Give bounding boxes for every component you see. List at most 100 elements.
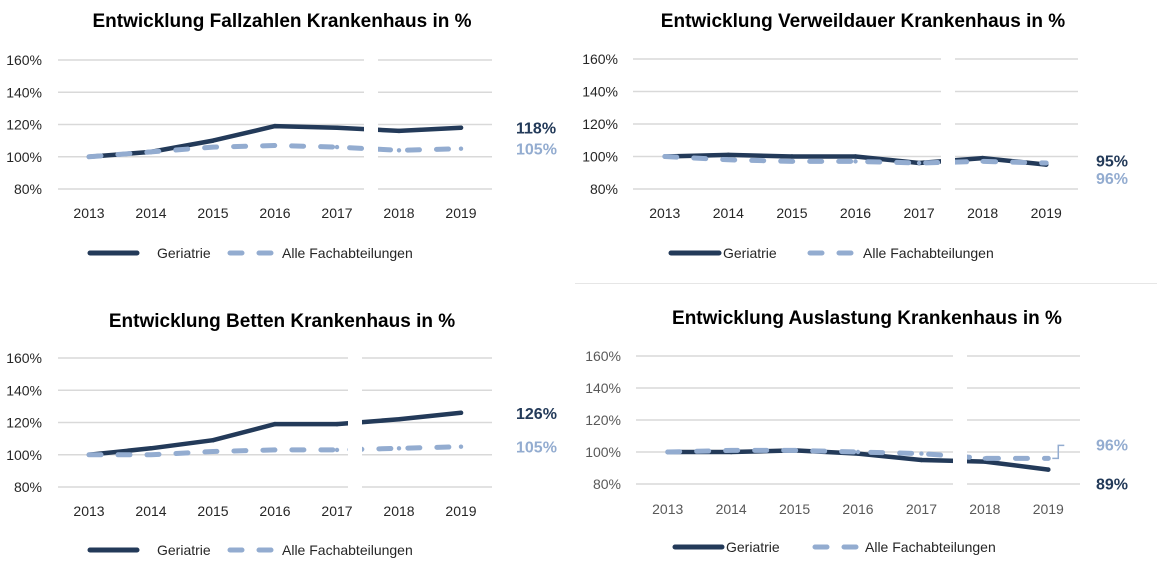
end-label-geriatrie: 126% bbox=[516, 406, 557, 423]
y-tick-label: 80% bbox=[590, 181, 618, 197]
chart-svg: Entwicklung Fallzahlen Krankenhaus in % 8… bbox=[6, 11, 557, 261]
data-point-alle-fachabteilungen bbox=[458, 146, 464, 151]
data-point-geriatrie bbox=[458, 410, 464, 416]
plot-break bbox=[953, 352, 967, 488]
data-point-alle-fachabteilungen bbox=[396, 148, 402, 153]
data-point-alle-fachabteilungen bbox=[665, 449, 670, 455]
legend: Geriatrie Alle Fachabteilungen bbox=[87, 542, 413, 558]
y-tick-label: 100% bbox=[6, 447, 42, 463]
data-point-alle-fachabteilungen bbox=[210, 144, 216, 150]
chart-fallzahlen: Entwicklung Fallzahlen Krankenhaus in % 8… bbox=[0, 0, 575, 285]
x-tick-label: 2019 bbox=[445, 503, 476, 519]
x-tick-label: 2013 bbox=[652, 501, 683, 517]
data-point-geriatrie bbox=[210, 138, 216, 143]
y-tick-label: 80% bbox=[14, 479, 42, 495]
x-tick-label: 2013 bbox=[73, 205, 104, 221]
y-tick-label: 160% bbox=[6, 52, 42, 68]
plot-break bbox=[348, 354, 362, 491]
x-tick-label: 2015 bbox=[197, 503, 228, 519]
data-point-alle-fachabteilungen bbox=[789, 159, 795, 164]
plot-break bbox=[364, 56, 378, 193]
x-tick-label: 2016 bbox=[259, 205, 290, 221]
x-tick-label: 2017 bbox=[321, 503, 352, 519]
chart-betten: Entwicklung Betten Krankenhaus in % 80% 10… bbox=[0, 285, 575, 575]
y-tick-label: 120% bbox=[585, 412, 621, 428]
y-tick-label: 120% bbox=[6, 117, 42, 133]
chart-svg: Entwicklung Betten Krankenhaus in % 80% 10… bbox=[6, 311, 557, 558]
chart-title: Entwicklung Betten Krankenhaus in % bbox=[109, 311, 455, 332]
data-point-alle-fachabteilungen bbox=[662, 154, 667, 159]
data-point-geriatrie bbox=[726, 152, 731, 158]
y-tick-label: 140% bbox=[582, 84, 618, 100]
leader-line bbox=[1052, 444, 1065, 460]
x-tick-label: 2018 bbox=[967, 205, 998, 221]
data-point-alle-fachabteilungen bbox=[1046, 456, 1051, 461]
legend: Geriatrie Alle Fachabteilungen bbox=[87, 245, 413, 261]
data-point-alle-fachabteilungen bbox=[980, 159, 985, 164]
data-point-geriatrie bbox=[1046, 467, 1051, 472]
x-tick-label: 2015 bbox=[776, 205, 807, 221]
data-point-alle-fachabteilungen bbox=[210, 449, 216, 454]
legend-label-alle-fachabteilungen: Alle Fachabteilungen bbox=[282, 245, 413, 261]
y-tick-label: 140% bbox=[6, 84, 42, 100]
data-point-geriatrie bbox=[396, 128, 402, 134]
y-tick-label: 100% bbox=[6, 149, 42, 165]
data-point-alle-fachabteilungen bbox=[148, 149, 154, 155]
data-point-alle-fachabteilungen bbox=[396, 446, 402, 451]
y-tick-label: 160% bbox=[585, 348, 621, 364]
chart-svg: Entwicklung Verweildauer Krankenhaus in … bbox=[582, 11, 1128, 261]
data-point-geriatrie bbox=[210, 438, 216, 443]
legend-label-alle-fachabteilungen: Alle Fachabteilungen bbox=[865, 539, 996, 555]
data-point-alle-fachabteilungen bbox=[334, 447, 340, 453]
x-tick-label: 2014 bbox=[135, 503, 166, 519]
plot-break bbox=[941, 55, 955, 193]
data-point-geriatrie bbox=[334, 421, 340, 427]
data-point-alle-fachabteilungen bbox=[916, 160, 922, 166]
data-point-geriatrie bbox=[272, 123, 278, 129]
chart-auslastung: Entwicklung Auslastung Krankenhaus in % 8… bbox=[575, 285, 1157, 575]
data-point-geriatrie bbox=[789, 154, 795, 159]
data-point-alle-fachabteilungen bbox=[919, 451, 924, 456]
data-point-alle-fachabteilungen bbox=[148, 452, 154, 457]
x-tick-label: 2018 bbox=[383, 503, 414, 519]
chart-title: Entwicklung Verweildauer Krankenhaus in … bbox=[661, 11, 1065, 32]
legend-label-geriatrie: Geriatrie bbox=[157, 542, 211, 558]
y-tick-label: 100% bbox=[582, 149, 618, 165]
x-tick-label: 2013 bbox=[73, 503, 104, 519]
x-tick-label: 2017 bbox=[321, 205, 352, 221]
x-tick-label: 2019 bbox=[445, 205, 476, 221]
legend-label-geriatrie: Geriatrie bbox=[723, 245, 777, 261]
data-point-geriatrie bbox=[334, 125, 340, 130]
x-tick-label: 2019 bbox=[1031, 205, 1062, 221]
chart-title: Entwicklung Fallzahlen Krankenhaus in % bbox=[92, 11, 471, 32]
data-point-alle-fachabteilungen bbox=[86, 154, 92, 159]
legend-label-geriatrie: Geriatrie bbox=[157, 245, 211, 261]
data-point-geriatrie bbox=[458, 125, 464, 130]
data-point-alle-fachabteilungen bbox=[792, 448, 797, 453]
y-tick-label: 100% bbox=[585, 444, 621, 460]
data-point-geriatrie bbox=[148, 446, 154, 451]
data-point-geriatrie bbox=[853, 154, 858, 159]
y-tick-label: 160% bbox=[582, 51, 618, 67]
y-tick-label: 80% bbox=[14, 181, 42, 197]
data-point-alle-fachabteilungen bbox=[726, 157, 731, 162]
x-tick-label: 2018 bbox=[969, 501, 1000, 517]
chart-verweildauer: Entwicklung Verweildauer Krankenhaus in … bbox=[575, 0, 1157, 285]
end-label-alle-fachabteilungen: 96% bbox=[1096, 437, 1128, 454]
chart-svg: Entwicklung Auslastung Krankenhaus in % 8… bbox=[585, 308, 1128, 555]
end-label-alle-fachabteilungen: 105% bbox=[516, 142, 557, 159]
end-label-geriatrie: 118% bbox=[516, 121, 556, 138]
legend-label-alle-fachabteilungen: Alle Fachabteilungen bbox=[282, 542, 413, 558]
data-point-geriatrie bbox=[272, 421, 278, 427]
x-tick-label: 2018 bbox=[383, 205, 414, 221]
x-tick-label: 2015 bbox=[197, 205, 228, 221]
y-tick-label: 160% bbox=[6, 350, 42, 366]
panel-divider-horizontal bbox=[575, 283, 1157, 284]
y-tick-label: 140% bbox=[6, 382, 42, 398]
x-tick-label: 2013 bbox=[649, 205, 680, 221]
y-tick-label: 80% bbox=[593, 476, 621, 492]
data-point-alle-fachabteilungen bbox=[855, 449, 861, 455]
x-tick-label: 2019 bbox=[1033, 501, 1064, 517]
x-tick-label: 2016 bbox=[840, 205, 871, 221]
x-tick-label: 2017 bbox=[903, 205, 934, 221]
